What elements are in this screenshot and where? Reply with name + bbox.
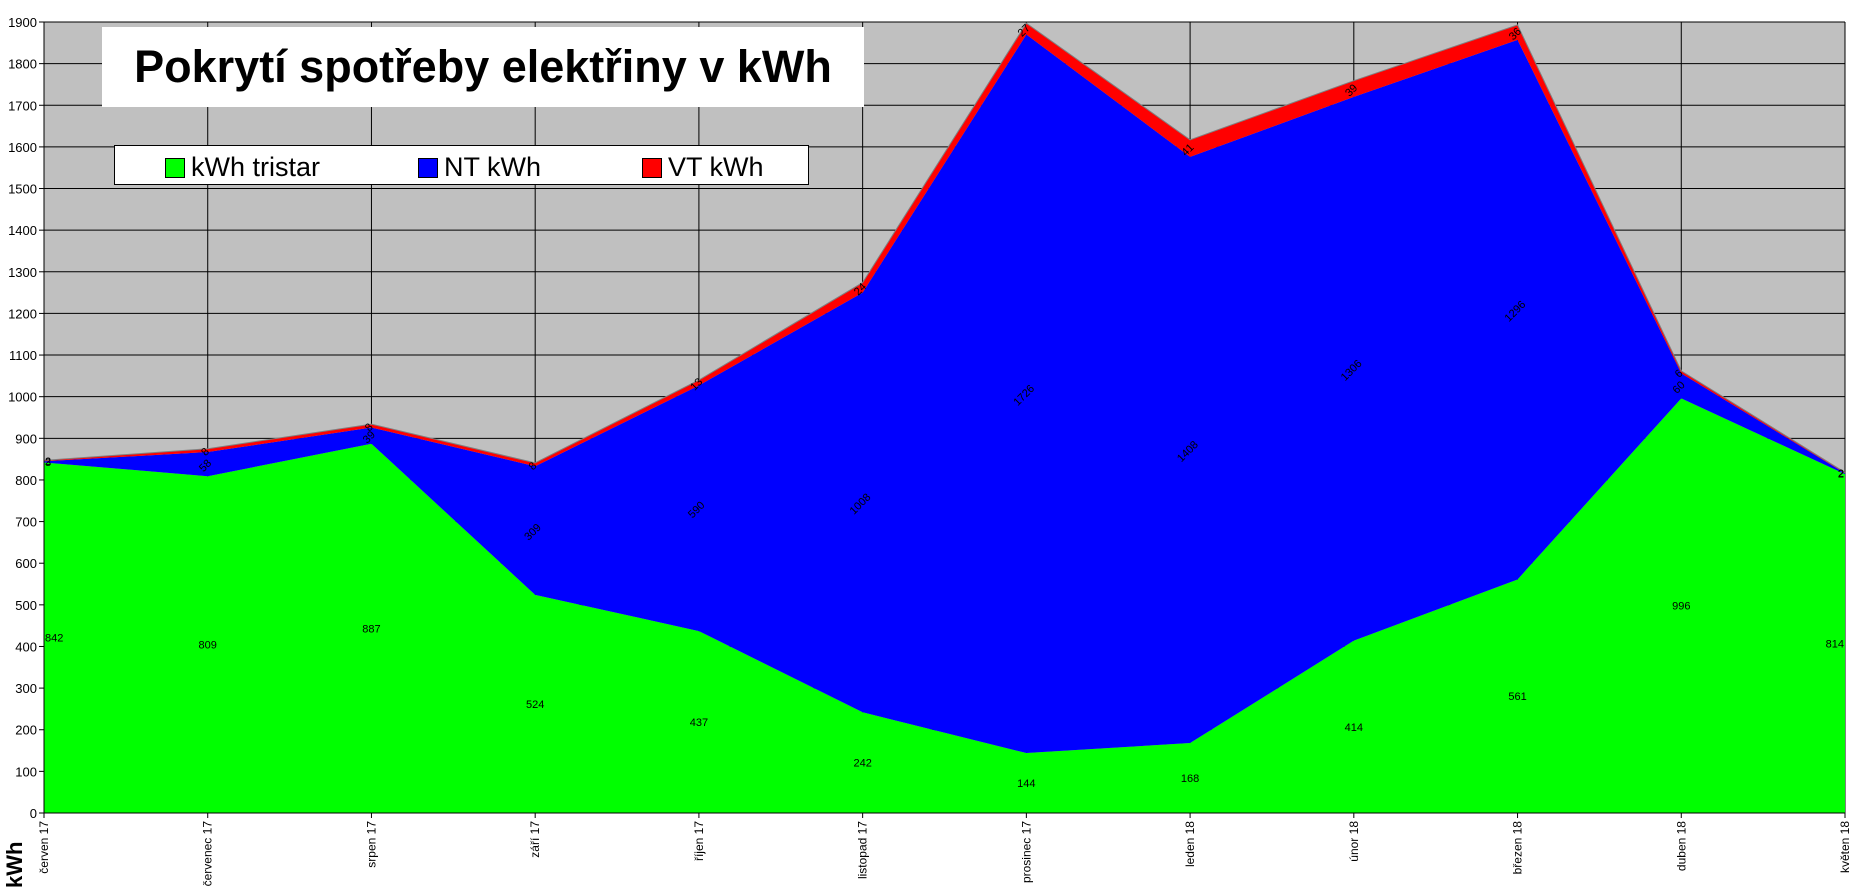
legend-item-tristar: kWh tristar xyxy=(165,152,320,183)
x-tick-label: květen 18 xyxy=(1838,821,1852,873)
axes: 0 100 200 300 400 500 600 700 800 900 1000 1100 1200… xyxy=(8,15,1852,886)
data-label: 2 xyxy=(1838,469,1844,481)
area-series-1 xyxy=(44,34,1845,754)
chart-title-box: Pokrytí spotřeby elektřiny v kWh xyxy=(102,27,864,107)
legend-swatch-tristar xyxy=(165,157,185,178)
x-tick-label: prosinec 17 xyxy=(1019,821,1033,883)
data-label: 2 xyxy=(45,456,51,468)
y-tick-label: 1900 xyxy=(8,15,37,30)
y-tick-label: 700 xyxy=(15,515,37,530)
y-tick-label: 300 xyxy=(15,681,37,696)
legend-swatch-nt xyxy=(418,157,438,178)
stacked-areas xyxy=(43,22,1846,813)
y-tick-label: 1100 xyxy=(9,348,37,363)
chart-title: Pokrytí spotřeby elektřiny v kWh xyxy=(134,41,832,92)
x-tick-label: říjen 17 xyxy=(692,821,706,861)
x-tick-label: duben 18 xyxy=(1674,821,1688,871)
y-tick-label: 1800 xyxy=(8,57,37,72)
legend: kWh tristar NT kWh VT kWh xyxy=(114,145,809,185)
data-label: 414 xyxy=(1345,722,1363,734)
legend-label-vt: VT kWh xyxy=(668,152,764,182)
x-tick-label: leden 18 xyxy=(1183,821,1197,867)
data-label: 2 xyxy=(1838,468,1844,480)
legend-label-nt: NT kWh xyxy=(444,152,542,182)
x-tick-label: březen 18 xyxy=(1511,821,1525,875)
legend-item-nt: NT kWh xyxy=(418,152,541,183)
stack-top-outline xyxy=(43,22,1846,473)
y-tick-label: 600 xyxy=(15,556,37,571)
data-label: 814 xyxy=(1826,639,1844,651)
x-tick-label: srpen 17 xyxy=(364,821,378,868)
data-label: 144 xyxy=(1017,778,1035,790)
y-tick-label: 1700 xyxy=(8,98,37,113)
y-tick-label: 1600 xyxy=(8,140,37,155)
y-tick-label: 1400 xyxy=(8,223,37,238)
x-tick-label: červenec 17 xyxy=(201,821,215,887)
data-label: 561 xyxy=(1508,691,1526,703)
y-tick-label: 0 xyxy=(30,806,37,821)
y-tick-label: 100 xyxy=(15,764,37,779)
y-tick-label: 1500 xyxy=(8,182,37,197)
data-label: 168 xyxy=(1181,773,1199,785)
data-label: 242 xyxy=(853,758,871,770)
y-tick-label: 500 xyxy=(15,598,37,613)
y-tick-label: 1300 xyxy=(8,265,37,280)
y-tick-label: 900 xyxy=(15,431,37,446)
y-tick-label: 800 xyxy=(15,473,37,488)
data-label: 524 xyxy=(526,699,544,711)
x-tick-label: červen 17 xyxy=(37,821,51,874)
data-label: 887 xyxy=(362,623,380,635)
y-tick-label: 200 xyxy=(15,723,37,738)
data-label: 996 xyxy=(1672,601,1690,613)
data-label: 809 xyxy=(199,640,217,652)
legend-label-tristar: kWh tristar xyxy=(191,152,321,182)
data-label: 842 xyxy=(45,633,63,645)
x-tick-label: listopad 17 xyxy=(856,821,870,879)
y-axis-label: kWh xyxy=(2,841,27,888)
legend-swatch-vt xyxy=(642,157,662,178)
data-label: 3 xyxy=(45,457,51,469)
y-tick-label: 1000 xyxy=(8,390,37,405)
x-tick-label: únor 18 xyxy=(1347,821,1361,862)
legend-item-vt: VT kWh xyxy=(642,152,764,183)
area-series-0 xyxy=(44,398,1845,813)
data-label: 437 xyxy=(690,717,708,729)
y-tick-label: 1200 xyxy=(8,306,37,321)
y-tick-label: 400 xyxy=(15,639,37,654)
x-tick-label: září 17 xyxy=(528,821,542,858)
